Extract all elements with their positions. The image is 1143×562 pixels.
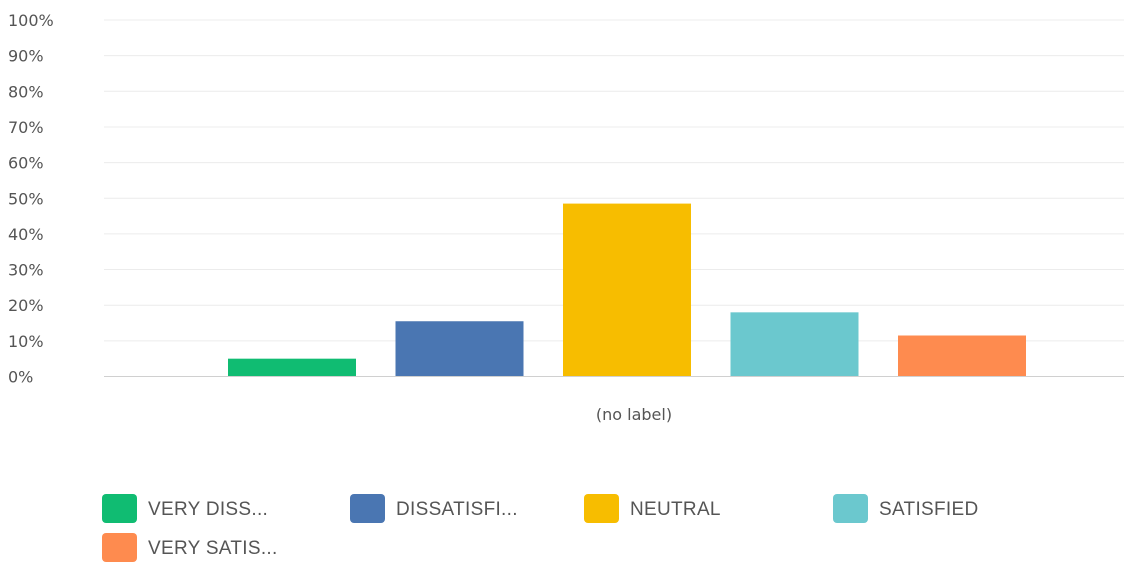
bar — [395, 321, 524, 377]
legend-label: NEUTRAL — [630, 499, 721, 520]
y-tick-label: 100% — [8, 11, 54, 30]
y-tick-label: 70% — [8, 118, 44, 137]
legend-label: DISSATISFI... — [396, 499, 518, 520]
y-tick-label: 10% — [8, 332, 44, 351]
bars — [228, 203, 1026, 377]
legend-swatch — [102, 494, 137, 523]
y-tick-label: 40% — [8, 225, 44, 244]
bar — [563, 203, 691, 377]
legend-label: SATISFIED — [879, 499, 978, 520]
y-tick-label: 80% — [8, 82, 44, 101]
y-tick-label: 50% — [8, 189, 44, 208]
gridlines — [104, 19, 1124, 342]
y-tick-label: 0% — [8, 368, 33, 387]
legend-label: VERY DISS... — [148, 499, 268, 520]
legend-label: VERY SATIS... — [148, 538, 278, 559]
bar — [898, 335, 1026, 377]
y-axis-tick-labels: 0% 10% 20% 30% 40% 50% 60% 70% 80% 90% 100% — [8, 11, 54, 387]
y-tick-label: 30% — [8, 261, 44, 280]
legend-swatch — [102, 533, 137, 562]
legend: VERY DISS... DISSATISFI... NEUTRAL SATISFIE… — [102, 494, 978, 562]
legend-swatch — [584, 494, 619, 523]
y-tick-label: 20% — [8, 296, 44, 315]
bar — [730, 312, 859, 377]
x-axis-category-label: (no label) — [596, 405, 672, 424]
y-tick-label: 90% — [8, 47, 44, 66]
bar — [228, 358, 356, 377]
legend-swatch — [833, 494, 868, 523]
legend-swatch — [350, 494, 385, 523]
y-tick-label: 60% — [8, 154, 44, 173]
